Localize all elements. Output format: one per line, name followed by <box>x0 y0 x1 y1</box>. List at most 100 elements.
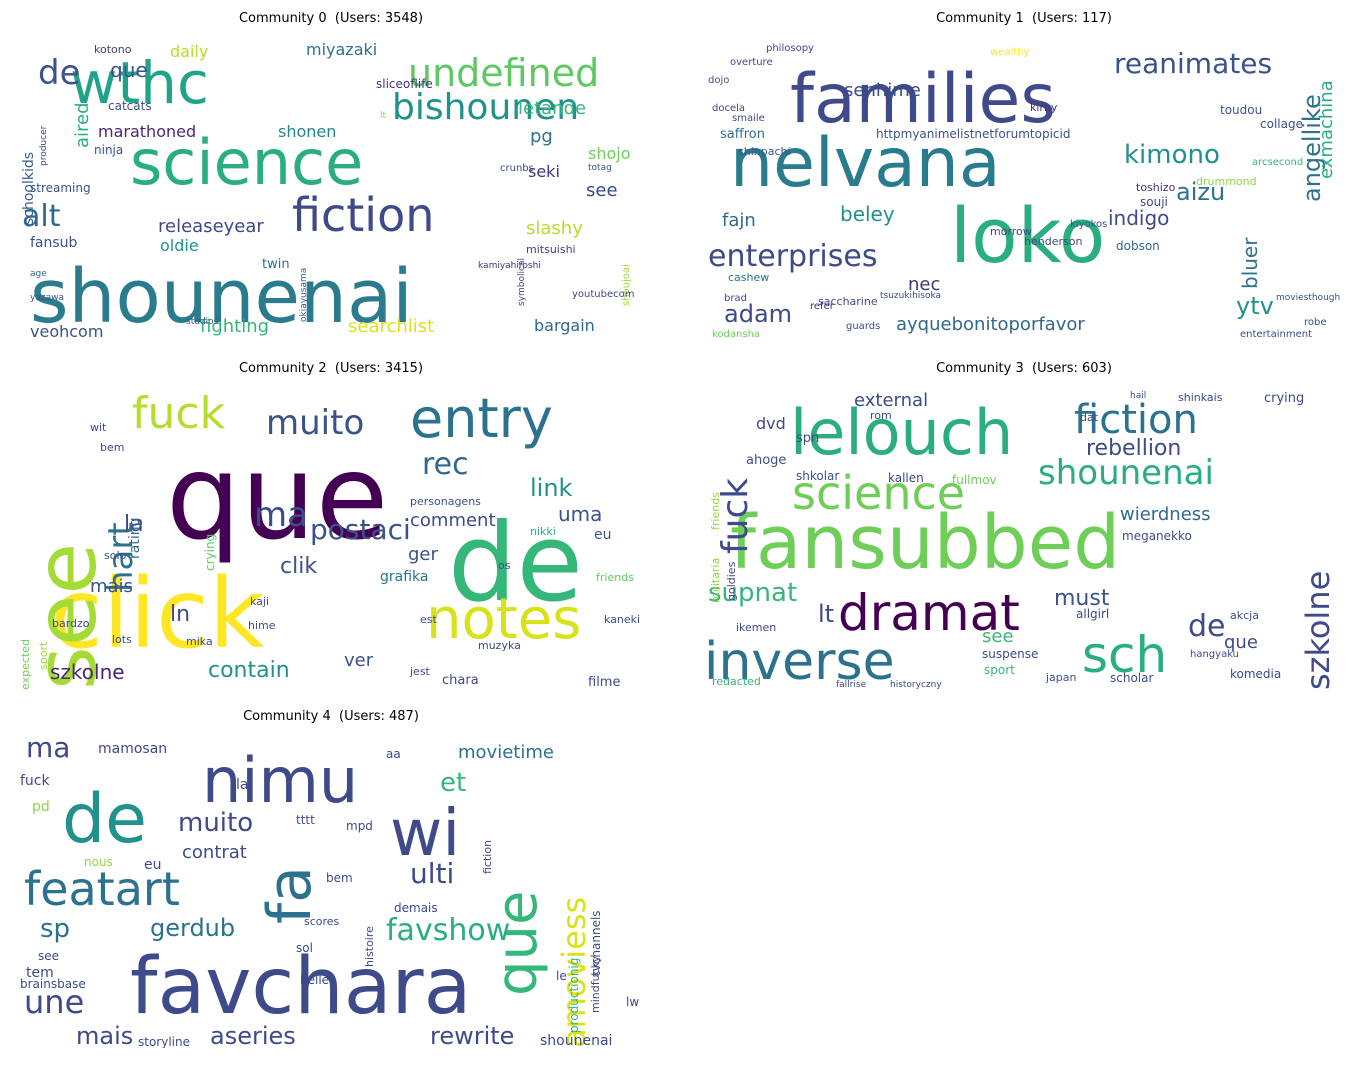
word-mika: mika <box>186 635 213 648</box>
word-mamosan: mamosan <box>98 741 168 757</box>
word-lots: lots <box>112 633 132 646</box>
word-bardzo: bardzo <box>52 617 90 630</box>
word-mais: mais <box>90 576 133 597</box>
word-crunbs: crunbs <box>500 163 534 174</box>
word-rec: rec <box>422 447 469 482</box>
word-shinkais: shinkais <box>1178 391 1223 404</box>
word-yazawa: yazawa <box>30 293 64 303</box>
word-friends: friends <box>709 492 722 530</box>
word-smaile: smaile <box>732 113 765 124</box>
word-refer: refer <box>810 301 834 312</box>
word-lt: lt <box>380 111 387 121</box>
word-morrow: morrow <box>990 225 1032 238</box>
word-wi: wi <box>390 797 461 871</box>
word-httpmyanimelistnetforumtopicid: httpmyanimelistnetforumtopicid <box>876 127 1071 141</box>
word-friends: friends <box>596 571 634 584</box>
word-letande: letande <box>518 98 587 119</box>
word-mais: mais <box>76 1022 134 1048</box>
word-beley: beley <box>840 202 895 226</box>
word-souji: souji <box>1140 195 1168 209</box>
word-seki: seki <box>528 162 560 181</box>
community-0-wordcloud: shounenai science wthc fiction undefined bish… <box>10 32 652 340</box>
word-lt: lt <box>818 600 835 628</box>
word-slashy: slashy <box>526 218 583 239</box>
word-kaji: kaji <box>250 595 270 608</box>
word-eu: eu <box>144 857 162 873</box>
word-collage: collage <box>1260 117 1303 131</box>
word-guards: guards <box>846 321 881 332</box>
word-docela: docela <box>712 103 746 114</box>
word-ulti: ulti <box>410 857 455 890</box>
word-favchara: favchara <box>130 942 472 1032</box>
word-akcja: akcja <box>1230 609 1259 622</box>
word-storyline: storyline <box>138 1035 190 1048</box>
word-exmachina: exmachina <box>1316 80 1337 179</box>
word-filme: filme <box>588 675 621 690</box>
word-featart: featart <box>24 862 180 916</box>
word-youtubecom: youtubecom <box>572 289 635 300</box>
word-aizu: aizu <box>1176 178 1226 206</box>
word-scores: scores <box>304 915 340 928</box>
word-bargain: bargain <box>534 316 595 335</box>
word-solo: solo <box>104 549 127 562</box>
word-szkolne: szkolne <box>1299 570 1337 690</box>
word-science: science <box>130 126 364 199</box>
word-ikemen: ikemen <box>736 621 777 634</box>
word-et: et <box>440 768 467 798</box>
word-la: la <box>236 777 249 793</box>
word-ger: ger <box>408 544 438 565</box>
word-dojo: dojo <box>708 75 730 86</box>
word-chara: chara <box>442 673 479 688</box>
community-1-panel: Community 1 (Users: 117) families nelvana… <box>700 10 1348 340</box>
word-click: click <box>50 558 265 670</box>
word-henderson: henderson <box>1024 235 1083 248</box>
word-demais: demais <box>394 901 438 915</box>
word-muzyka: muzyka <box>478 639 521 652</box>
word-undefined: undefined <box>408 51 600 95</box>
word-wierdness: wierdness <box>1120 504 1211 525</box>
community-3-wordcloud: fansubbed lelouch inverse dramat sch science f… <box>700 382 1348 690</box>
word-nous: nous <box>84 855 113 869</box>
word-miyazaki: miyazaki <box>306 40 378 59</box>
word-producer: producer <box>39 125 49 166</box>
word-belle: belle <box>300 973 330 987</box>
word-aired: aired <box>72 102 93 148</box>
word-sport: sport <box>37 641 50 670</box>
word-sch: sch <box>1082 626 1168 684</box>
word-clik: clik <box>280 554 318 579</box>
word-fiction: fiction <box>481 839 494 874</box>
word-brad: brad <box>724 293 747 304</box>
word-mitsuishi: mitsuishi <box>526 243 576 256</box>
word-bem: bem <box>100 441 125 454</box>
word-suspense: suspense <box>982 647 1039 661</box>
word-mindfucky: mindfucky <box>589 955 602 1013</box>
word-ln: ln <box>170 602 191 627</box>
word-japan: japan <box>1046 671 1077 684</box>
word-fiction: fiction <box>292 188 435 242</box>
word-nec: nec <box>908 274 941 295</box>
word-meganekko: meganekko <box>1122 529 1192 543</box>
word-see: see <box>586 180 618 201</box>
word-le: le <box>556 969 567 983</box>
word-crying: crying <box>1264 391 1305 406</box>
word-shonen: shonen <box>278 122 337 141</box>
word-studios: studios <box>186 317 219 327</box>
word-must: must <box>1054 586 1110 611</box>
word-sp: sp <box>40 914 71 944</box>
word-dramat: dramat <box>838 584 1020 642</box>
word-la: la <box>124 512 144 537</box>
community-0-panel: Community 0 (Users: 3548) shounenai scien… <box>10 10 652 340</box>
word-see: see <box>982 626 1014 647</box>
word-philosopy: philosopy <box>766 43 814 54</box>
word-histoire: histoire <box>363 926 376 967</box>
word-shkolar: shkolar <box>796 469 840 483</box>
word-fuck: fuck <box>20 773 50 789</box>
word-militaria: militaria <box>709 557 722 603</box>
word-rating: rating <box>127 517 143 559</box>
word-inverse: inverse <box>704 632 895 690</box>
word-alt: alt <box>22 199 61 234</box>
word-moviesthough: moviesthough <box>1276 293 1341 303</box>
word-rom: rom <box>870 409 892 422</box>
word-enterprises: enterprises <box>708 239 878 274</box>
word-robe: robe <box>1304 317 1327 328</box>
